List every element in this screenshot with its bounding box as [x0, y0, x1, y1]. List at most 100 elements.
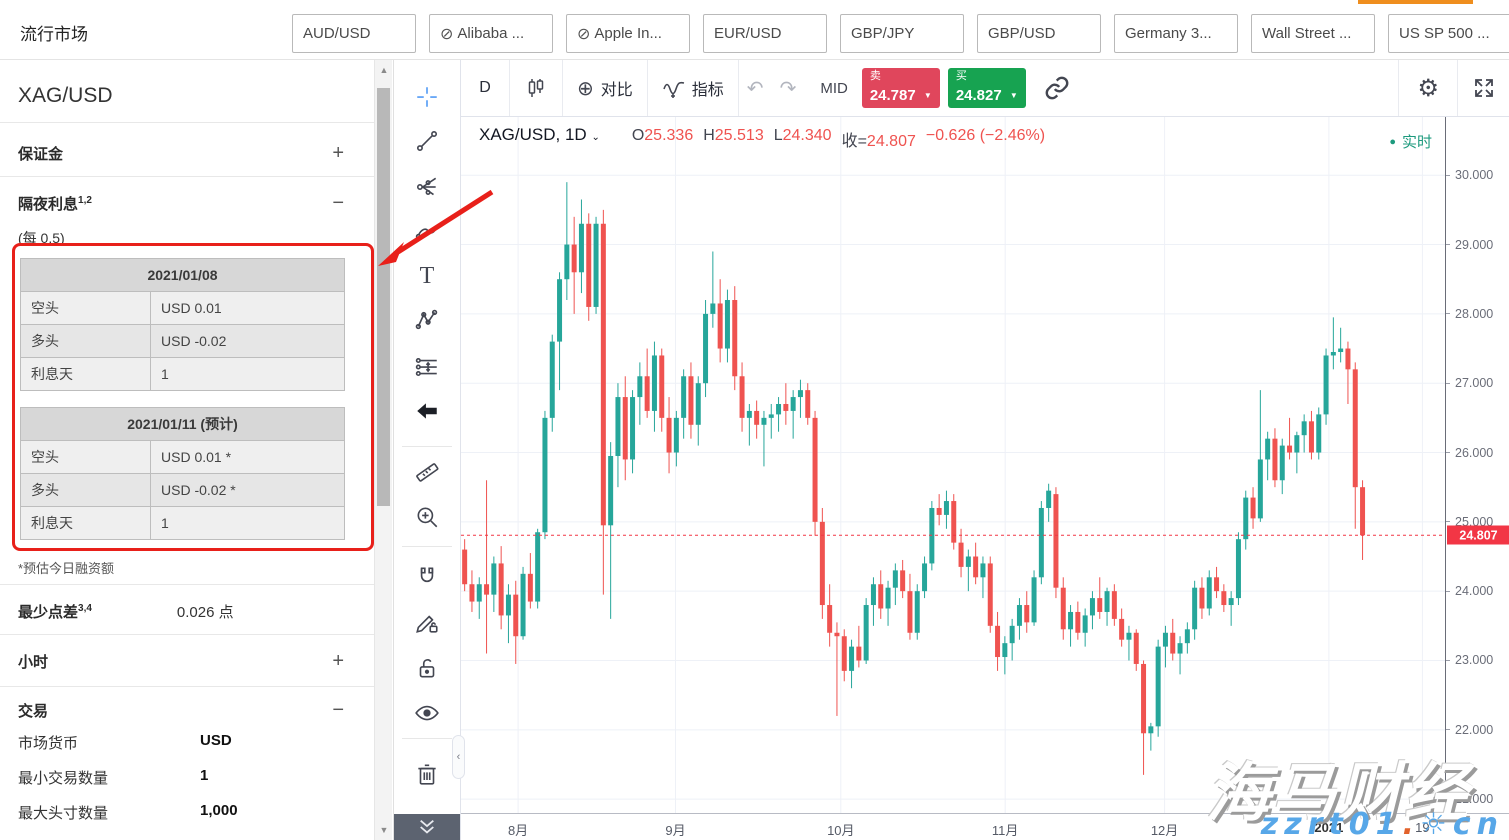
sidebar-symbol-title: XAG/USD	[18, 84, 113, 107]
market-tab[interactable]: US SP 500 ...	[1388, 14, 1509, 53]
scrollbar-thumb[interactable]	[377, 88, 390, 506]
overnight-interest-table-forecast: 2021/01/11 (预计) 空头 USD 0.01 * 多头 USD -0.02 *…	[20, 407, 345, 540]
toolbar-collapse-handle[interactable]: ‹	[452, 735, 465, 779]
market-tab[interactable]: ⊘ Apple In...	[566, 14, 690, 53]
trade-row-value: 1,000	[200, 802, 238, 819]
market-tab-label: Wall Street ...	[1262, 25, 1352, 42]
table-row: 利息天 1	[20, 357, 345, 391]
price-axis-tick: 23.000	[1446, 653, 1509, 667]
table-date-header: 2021/01/08	[20, 258, 345, 292]
magnet-mode-icon[interactable]	[410, 560, 444, 594]
remove-drawings-trash-icon[interactable]	[410, 757, 444, 791]
fullscreen-button[interactable]	[1458, 60, 1509, 116]
pitchfork-tool-icon[interactable]	[410, 170, 444, 204]
market-tab-label: Germany 3...	[1125, 25, 1212, 42]
price-axis-tick: 29.000	[1446, 238, 1509, 252]
buy-button[interactable]: 买 24.827 ▼	[947, 68, 1026, 108]
compare-button[interactable]: ⊕ 对比	[577, 77, 633, 100]
price-axis-tick: 24.000	[1446, 584, 1509, 598]
overnight-interest-section-row[interactable]: 隔夜利息1,2 −	[0, 182, 374, 224]
hide-drawings-eye-icon[interactable]	[410, 696, 444, 730]
settings-gear-icon[interactable]: ⚙	[1417, 74, 1439, 102]
sidebar-scrollbar[interactable]: ▲ ▼	[374, 60, 392, 840]
trade-section-label: 交易	[18, 702, 49, 720]
price-axis-tick: 27.000	[1446, 376, 1509, 390]
table-row: 多头 USD -0.02 *	[20, 473, 345, 507]
chevron-down-icon: ▼	[923, 91, 932, 100]
projection-tool-icon[interactable]	[410, 350, 444, 384]
link-chart-button[interactable]	[1030, 60, 1084, 116]
chart-style-candles-button[interactable]	[510, 60, 562, 116]
expand-plus-icon[interactable]: +	[332, 142, 344, 164]
min-spread-label: 最少点差3,4	[18, 602, 92, 621]
measure-tool-icon[interactable]	[410, 455, 444, 489]
sell-button[interactable]: 卖 24.787 ▼	[861, 68, 940, 108]
scroll-up-arrow-icon[interactable]: ▲	[379, 65, 389, 75]
mid-price-mode-label: MID	[820, 79, 848, 97]
crosshair-tool-icon[interactable]	[410, 80, 444, 114]
text-tool-icon[interactable]: T	[419, 262, 435, 289]
market-tab[interactable]: Germany 3...	[1114, 14, 1238, 53]
toolbar-more-button[interactable]	[394, 814, 460, 840]
market-tab[interactable]: Wall Street ...	[1251, 14, 1375, 53]
market-tab-label: EUR/USD	[714, 25, 782, 42]
no-trading-ban-icon: ⊘	[577, 25, 591, 43]
chevron-down-icon: ⌄	[591, 132, 600, 143]
market-tab-label: Apple In...	[594, 25, 662, 42]
brush-tool-icon[interactable]	[410, 214, 444, 248]
no-trading-ban-icon: ⊘	[440, 25, 454, 43]
collapse-minus-icon[interactable]: −	[332, 192, 344, 214]
undo-button[interactable]: ↶	[746, 77, 764, 100]
zoom-in-tool-icon[interactable]	[410, 500, 444, 534]
time-axis-label: 8月	[507, 823, 529, 838]
candlestick-icon	[528, 79, 544, 97]
market-tab[interactable]: GBP/JPY	[840, 14, 964, 53]
market-tab[interactable]: AUD/USD	[292, 14, 416, 53]
collapse-minus-icon[interactable]: −	[332, 699, 344, 721]
table-row: 空头 USD 0.01 *	[20, 440, 345, 474]
price-axis-tick: 21.000	[1446, 792, 1509, 806]
time-axis-label: 11月	[991, 823, 1019, 838]
arrow-marker-tool-icon[interactable]	[410, 394, 444, 428]
market-tab-label: Alibaba ...	[457, 25, 525, 42]
indicators-button[interactable]: 指标	[648, 60, 738, 116]
link-icon	[1045, 76, 1069, 100]
price-axis-tick: 25.000	[1446, 515, 1509, 529]
time-axis-label: 10月	[827, 823, 855, 838]
loading-progress-strip	[1358, 0, 1473, 4]
margin-section-row[interactable]: 保证金 +	[0, 132, 374, 174]
xabcd-pattern-tool-icon[interactable]	[410, 303, 444, 337]
legend-symbol[interactable]: XAG/USD, 1D ⌄	[479, 125, 600, 144]
redo-button[interactable]: ↷	[779, 77, 797, 100]
table-date-header: 2021/01/11 (预计)	[20, 407, 345, 441]
drawing-mode-lock-icon[interactable]	[410, 605, 444, 639]
price-axis-tick: 26.000	[1446, 446, 1509, 460]
expand-plus-icon[interactable]: +	[332, 650, 344, 672]
market-tab-label: GBP/USD	[988, 25, 1056, 42]
trend-line-tool-icon[interactable]	[410, 124, 444, 158]
market-tab[interactable]: GBP/USD	[977, 14, 1101, 53]
drawing-toolbar: T	[394, 60, 460, 840]
market-tab[interactable]: EUR/USD	[703, 14, 827, 53]
interval-button[interactable]: D	[479, 79, 491, 96]
instrument-info-sidebar: XAG/USD 保证金 + 隔夜利息1,2 − (每 0.5) 2021/01/…	[0, 60, 394, 840]
time-axis[interactable]: 8月 9月 10月 11月 12月 2021 19	[461, 813, 1509, 840]
time-axis-label: 2021	[1314, 820, 1344, 835]
chart-legend: XAG/USD, 1D ⌄ O25.336 H25.513 L24.340 收=…	[479, 125, 1045, 151]
hours-section-row[interactable]: 小时 +	[0, 640, 374, 682]
table-row: 空头 USD 0.01	[20, 291, 345, 325]
chart-body: XAG/USD, 1D ⌄ O25.336 H25.513 L24.340 收=…	[461, 117, 1509, 840]
price-axis[interactable]: 30.000 29.000 28.000 27.000 26.000 25.000 24.0…	[1445, 117, 1509, 813]
scroll-down-arrow-icon[interactable]: ▼	[379, 825, 389, 835]
price-axis-tick: 22.000	[1446, 723, 1509, 737]
legend-ohlc-values: O25.336 H25.513 L24.340 收=24.807 −0.626 …	[631, 127, 1046, 150]
market-tab[interactable]: ⊘ Alibaba ...	[429, 14, 553, 53]
overnight-interest-table-current: 2021/01/08 空头 USD 0.01 多头 USD -0.02 利息天 1	[20, 258, 345, 391]
per-lot-note: (每 0.5)	[18, 230, 65, 246]
circle-plus-icon: ⊕	[577, 77, 594, 100]
candlestick-chart[interactable]	[461, 117, 1445, 813]
fullscreen-arrows-icon	[1475, 79, 1493, 97]
lock-all-drawings-icon[interactable]	[410, 651, 444, 685]
trade-section-row[interactable]: 交易 −	[0, 690, 374, 730]
